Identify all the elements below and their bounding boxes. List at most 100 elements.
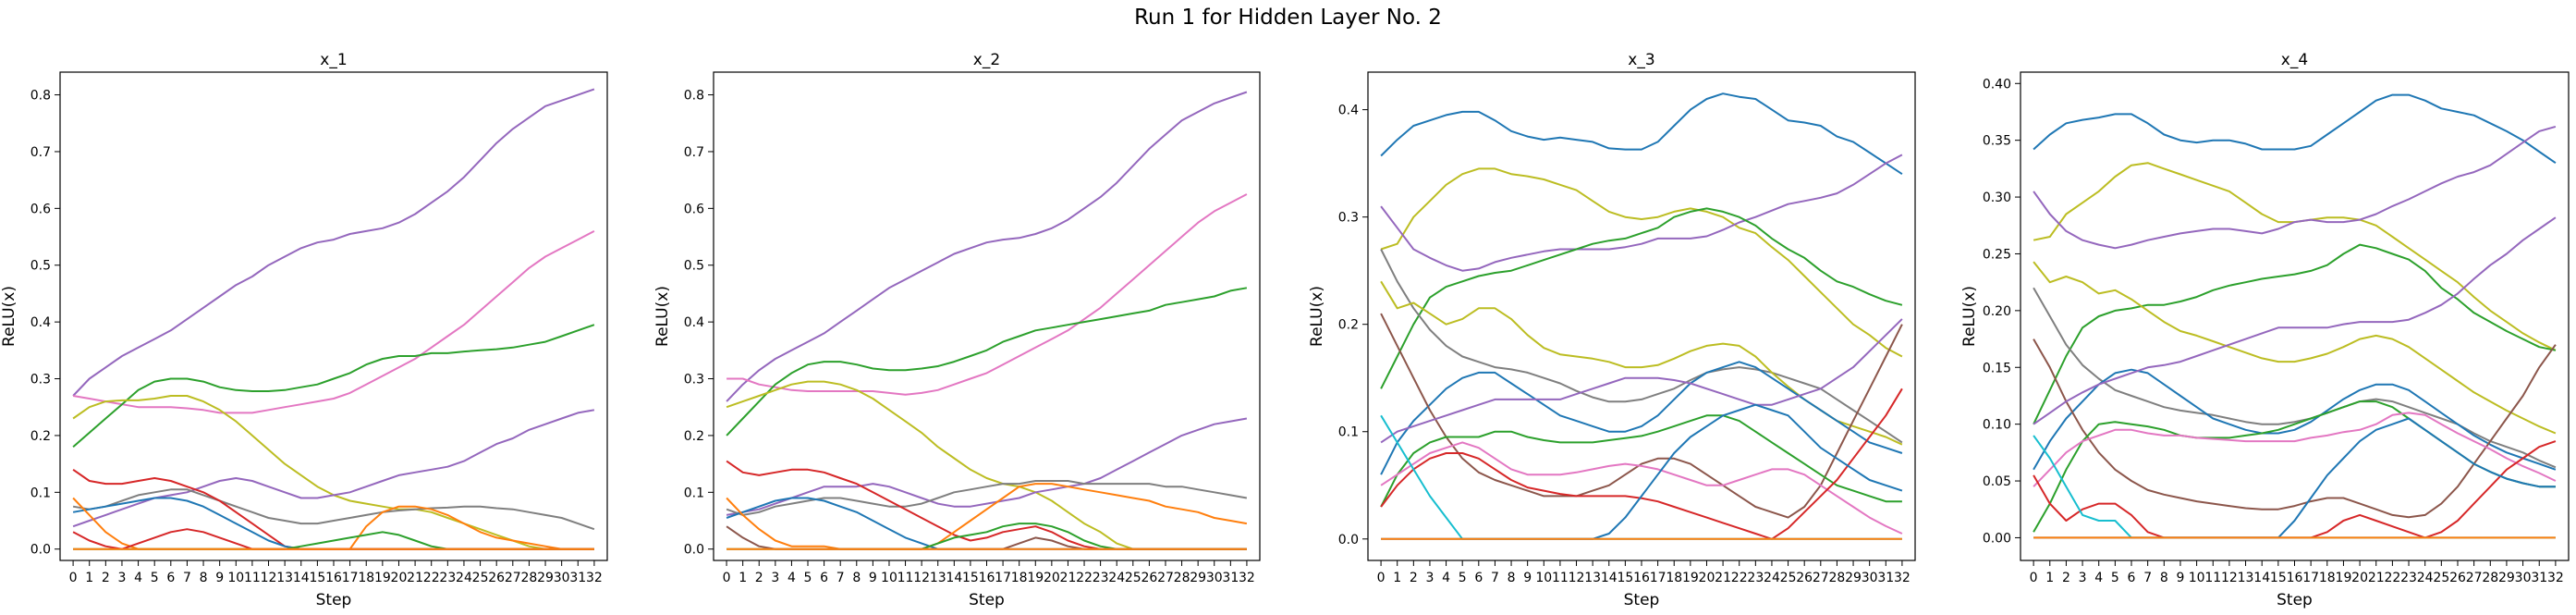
x-tick-label: 12: [1569, 571, 1585, 585]
x-tick-label: 0: [723, 571, 731, 585]
y-axis-label: ReLU(x): [653, 286, 672, 347]
series-lines: [1380, 92, 1903, 540]
x-tick-label: 1: [85, 571, 93, 585]
x-tick-label: 20: [1699, 571, 1715, 585]
chart-title: x_3: [1628, 51, 1654, 69]
series-line-6: [72, 488, 595, 531]
x-tick-label: 16: [1633, 571, 1650, 585]
x-tick-label: 3: [771, 571, 779, 585]
x-tick-label: 17: [1650, 571, 1666, 585]
x-tick-label: 13: [1584, 571, 1601, 585]
series-lines: [72, 88, 595, 550]
y-tick-label: 0.7: [684, 145, 704, 160]
x-tick-label: 8: [852, 571, 861, 585]
y-tick-label: 0.2: [684, 429, 704, 444]
series-line-3: [2033, 125, 2557, 250]
x-tick-label: 6: [820, 571, 828, 585]
x-tick-label: 30: [1862, 571, 1878, 585]
x-tick-label: 30: [1206, 571, 1223, 585]
x-tick-label: 0: [69, 571, 78, 585]
y-tick-label: 0.0: [31, 543, 51, 558]
series-line-2: [726, 193, 1248, 396]
x-tick-label: 22: [423, 571, 440, 585]
x-tick-label: 25: [2433, 571, 2449, 585]
x-tick-label: 10: [1535, 571, 1552, 585]
x-tick-label: 18: [2319, 571, 2336, 585]
x-tick-label: 18: [1011, 571, 1028, 585]
x-tick-label: 7: [183, 571, 191, 585]
x-tick-label: 1: [2045, 571, 2054, 585]
series-line-4: [1380, 207, 1903, 389]
plot-frame: [2020, 71, 2570, 561]
x-tick-label: 5: [1459, 571, 1467, 585]
x-axis-label: Step: [2277, 591, 2313, 609]
x-axis-label: Step: [316, 591, 352, 609]
x-tick-label: 27: [2466, 571, 2483, 585]
y-tick-label: 0.3: [31, 373, 51, 387]
x-tick-label: 6: [2128, 571, 2136, 585]
x-tick-label: 26: [2449, 571, 2466, 585]
series-line-9: [726, 483, 1248, 550]
x-tick-label: 29: [1190, 571, 1206, 585]
x-tick-label: 4: [787, 571, 796, 585]
x-tick-label: 15: [2270, 571, 2287, 585]
x-tick-label: 9: [215, 571, 224, 585]
series-line-11: [1380, 441, 1903, 535]
y-tick-label: 0.5: [684, 259, 704, 274]
x-tick-label: 20: [2351, 571, 2368, 585]
y-tick-label: 0.40: [1983, 77, 2011, 92]
y-tick-label: 0.20: [1983, 304, 2011, 319]
series-line-1: [726, 91, 1248, 402]
x-tick-label: 9: [869, 571, 877, 585]
series-line-5: [726, 417, 1248, 516]
x-tick-label: 22: [1731, 571, 1748, 585]
x-tick-label: 18: [358, 571, 374, 585]
y-tick-label: 0.0: [1338, 533, 1359, 547]
x-tick-label: 24: [456, 571, 472, 585]
x-tick-label: 12: [913, 571, 930, 585]
x-tick-label: 19: [1027, 571, 1044, 585]
series-line-1: [1380, 92, 1903, 176]
series-line-3: [726, 287, 1248, 437]
x-tick-label: 31: [569, 571, 586, 585]
figure-title: Run 1 for Hidden Layer No. 2: [1134, 6, 1442, 30]
y-tick-label: 0.5: [31, 259, 51, 274]
y-tick-label: 0.7: [31, 145, 51, 160]
x-tick-label: 7: [2143, 571, 2152, 585]
x-tick-label: 29: [537, 571, 554, 585]
x-tick-label: 25: [472, 571, 489, 585]
x-tick-label: 2: [102, 571, 110, 585]
series-line-5: [72, 409, 595, 528]
x-tick-label: 20: [1044, 571, 1060, 585]
series-line-10: [726, 523, 1247, 550]
x-tick-label: 24: [1108, 571, 1125, 585]
x-tick-label: 21: [1060, 571, 1077, 585]
x-tick-label: 23: [439, 571, 456, 585]
x-axis-label: Step: [969, 591, 1005, 609]
chart-panel-4: x_40 1 2 3 4 5 6 7 8 9 10 11 12 13 14 15 16 17 18 19 20 21 22 2…: [1960, 51, 2570, 609]
x-tick-label: 12: [2221, 571, 2238, 585]
x-tick-label: 15: [1617, 571, 1633, 585]
x-tick-label: 26: [1796, 571, 1813, 585]
x-tick-label: 20: [391, 571, 408, 585]
y-tick-label: 0.0: [684, 543, 704, 558]
x-tick-label: 27: [1157, 571, 1174, 585]
series-line-3: [72, 324, 595, 448]
x-tick-label: 29: [2498, 571, 2515, 585]
plot-frame: [59, 71, 608, 561]
x-tick-label: 27: [1813, 571, 1829, 585]
y-tick-label: 0.4: [1338, 104, 1359, 118]
series-line-7: [1380, 361, 1903, 475]
x-tick-label: 29: [1845, 571, 1862, 585]
x-tick-label: 25: [1125, 571, 1141, 585]
x-tick-label: 22: [2384, 571, 2400, 585]
series-line-14: [1381, 403, 1903, 540]
x-tick-label: 26: [1141, 571, 1157, 585]
y-tick-label: 0.35: [1983, 134, 2011, 149]
series-line-12: [2033, 440, 2557, 539]
x-tick-label: 17: [995, 571, 1011, 585]
x-tick-label: 12: [261, 571, 277, 585]
series-line-1: [2033, 93, 2557, 165]
x-tick-label: 7: [836, 571, 845, 585]
